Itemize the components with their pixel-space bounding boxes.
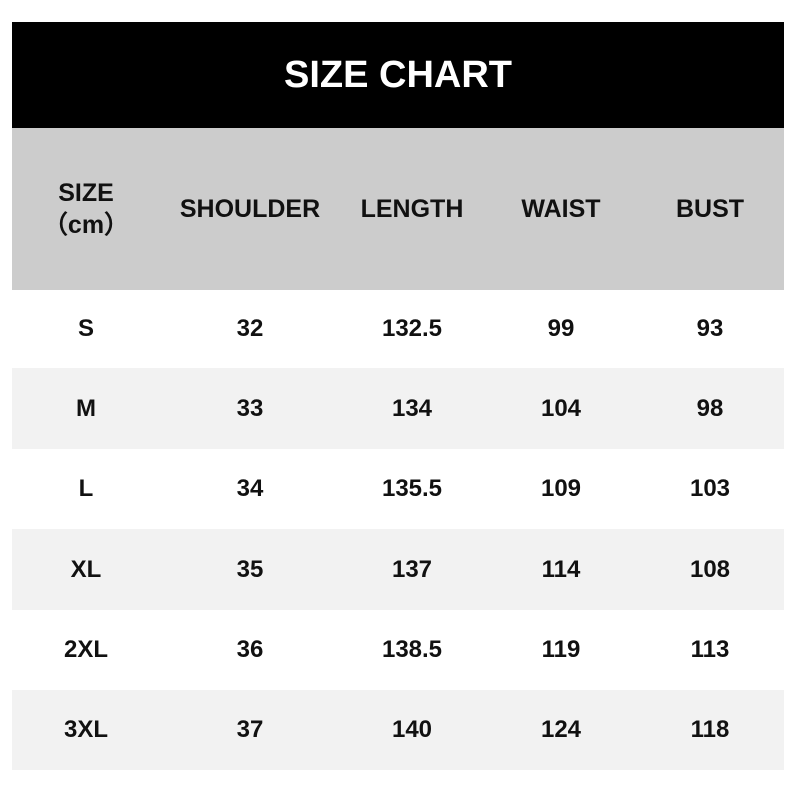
cell-length: 138.5 xyxy=(381,636,443,663)
header-length: LENGTH xyxy=(360,195,464,223)
cell-shoulder: 33 xyxy=(236,394,264,422)
cell-bust: 118 xyxy=(690,716,730,743)
header-size: SIZE （cm） xyxy=(43,128,129,290)
table-row: M 33 134 104 98 xyxy=(12,368,784,449)
cell-shoulder: 36 xyxy=(236,636,264,663)
header-bust: BUST xyxy=(675,195,745,223)
cell-waist: 114 xyxy=(541,555,581,583)
header-shoulder: SHOULDER xyxy=(179,195,321,223)
cell-length: 140 xyxy=(391,716,433,743)
table-row: 3XL 37 140 124 118 xyxy=(12,690,784,770)
cell-shoulder: 34 xyxy=(236,475,264,502)
cell-size: S xyxy=(77,315,95,342)
cell-length: 137 xyxy=(391,555,433,583)
table-row: L 34 135.5 109 103 xyxy=(12,449,784,529)
cell-waist: 104 xyxy=(540,394,582,422)
size-chart-title: SIZE CHART xyxy=(12,22,784,128)
size-label: SIZE xyxy=(58,179,114,207)
table-row: XL 35 137 114 108 xyxy=(12,529,784,610)
table-row: S 32 132.5 99 93 xyxy=(12,290,784,368)
cell-length: 135.5 xyxy=(381,475,443,502)
cell-shoulder: 35 xyxy=(236,555,264,583)
cell-size: M xyxy=(76,394,96,422)
cell-size: L xyxy=(78,475,94,502)
table-row: 2XL 36 138.5 119 113 xyxy=(12,610,784,690)
cell-waist: 119 xyxy=(541,636,581,663)
unit-label: （cm） xyxy=(42,211,130,239)
cell-bust: 103 xyxy=(689,475,731,502)
cell-size: 3XL xyxy=(63,716,109,743)
cell-waist: 109 xyxy=(540,475,582,502)
table-header: SIZE （cm） SHOULDER LENGTH WAIST BUST xyxy=(12,128,784,290)
cell-waist: 99 xyxy=(547,315,575,342)
header-waist: WAIST xyxy=(521,195,601,223)
cell-length: 134 xyxy=(391,394,433,422)
cell-length: 132.5 xyxy=(381,315,443,342)
cell-bust: 113 xyxy=(690,636,730,663)
cell-bust: 108 xyxy=(689,555,731,583)
cell-bust: 93 xyxy=(696,315,724,342)
cell-waist: 124 xyxy=(540,716,582,743)
cell-size: 2XL xyxy=(63,636,109,663)
cell-shoulder: 32 xyxy=(236,315,264,342)
cell-bust: 98 xyxy=(696,394,724,422)
cell-size: XL xyxy=(70,555,102,583)
cell-shoulder: 37 xyxy=(236,716,264,743)
